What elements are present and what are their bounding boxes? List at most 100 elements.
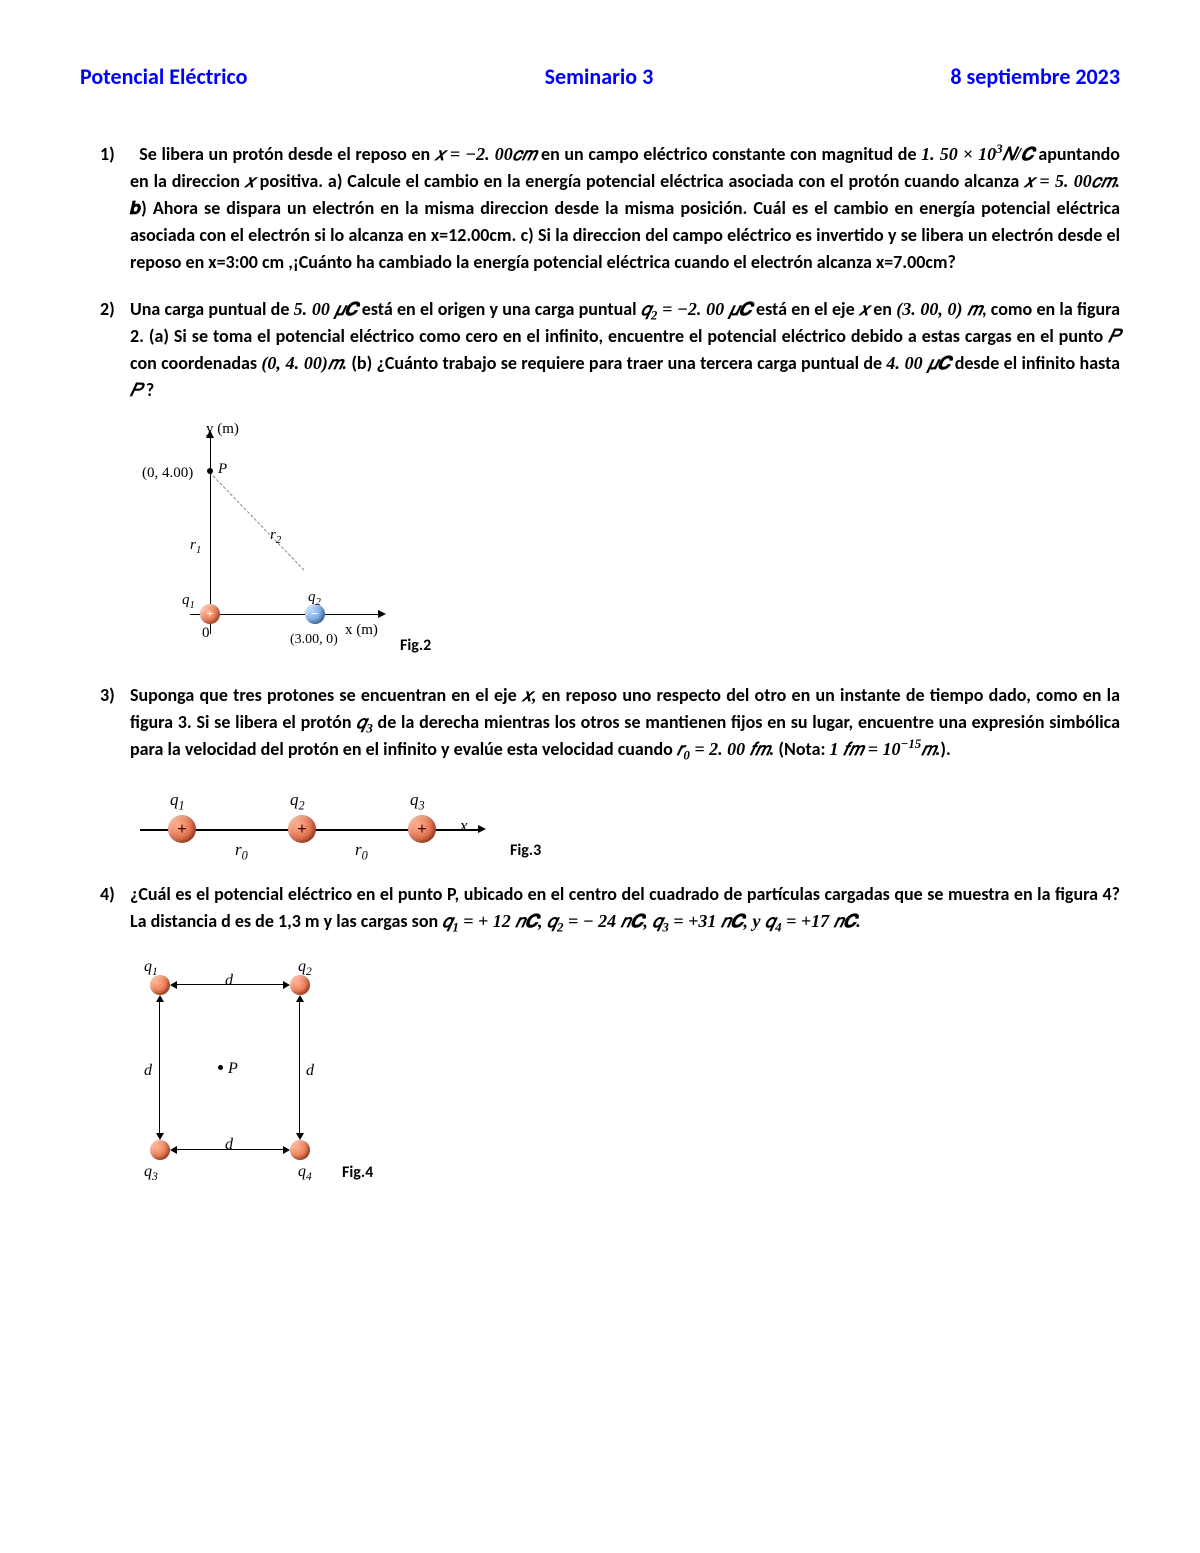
fig2-q1-sym: q bbox=[182, 592, 190, 608]
header-right: 8 septiembre 2023 bbox=[950, 60, 1120, 93]
p4-eq1: 𝑞1 = + 12 𝑛𝑪, 𝑞2 = − 24 𝑛𝑪, 𝑞3 = +31 𝑛𝑪,… bbox=[442, 911, 861, 931]
figure-4-caption: Fig.4 bbox=[342, 1161, 373, 1185]
problems-list: 1) Se libera un protón desde el reposo e… bbox=[80, 141, 1120, 1185]
problem-3-number: 3) bbox=[100, 682, 130, 709]
fig4-arrow-bl bbox=[170, 1146, 177, 1154]
p4-eq1c: = − 24 𝑛𝑪, 𝑞 bbox=[564, 911, 663, 931]
fig3-proton-3: + bbox=[408, 815, 436, 843]
fig2-r1-label: r1 bbox=[190, 534, 201, 557]
fig4-P-label: P bbox=[228, 1057, 238, 1081]
fig2-P-label: P bbox=[218, 458, 227, 481]
fig4-q1-label: q1 bbox=[144, 955, 158, 979]
fig2-q2-sym: q bbox=[308, 589, 316, 605]
fig3-q1-sym: q bbox=[170, 790, 179, 809]
fig4-q1-sub: 1 bbox=[152, 966, 158, 978]
fig4-q1-sym: q bbox=[144, 958, 152, 975]
fig2-r2-sub: 2 bbox=[276, 534, 281, 546]
p4-eq1e: = +17 𝑛𝑪. bbox=[782, 911, 861, 931]
figure-2-caption: Fig.2 bbox=[400, 634, 431, 658]
fig2-arrow-x bbox=[378, 610, 386, 618]
p1-eq2b: 𝑁/𝑪 bbox=[1003, 144, 1034, 164]
fig4-q2-sub: 2 bbox=[306, 966, 312, 978]
figure-3-caption: Fig.3 bbox=[510, 839, 541, 863]
problem-4: 4)¿Cuál es el potencial eléctrico en el … bbox=[130, 881, 1120, 935]
p4-eq1d: = +31 𝑛𝑪, y 𝑞 bbox=[669, 911, 775, 931]
fig2-origin: 0 bbox=[202, 622, 210, 645]
figure-3-diagram: + + + q1 q2 q3 r0 r0 x bbox=[130, 783, 490, 863]
p1-eq1: 𝑥 = −2. 00𝑐𝑚 bbox=[435, 144, 537, 164]
p1-t5: 𝒃) Ahora se dispara un electrón en la mi… bbox=[130, 197, 1120, 273]
fig3-r0b-sym: r bbox=[355, 840, 362, 859]
p2-t9: ? bbox=[142, 379, 154, 401]
page-header: Potencial Eléctrico Seminario 3 8 septie… bbox=[80, 60, 1120, 93]
p3-eq4b: 𝑚. bbox=[921, 739, 940, 759]
p3-eq4sup: −15 bbox=[900, 736, 921, 751]
fig4-arrow-br bbox=[283, 1146, 290, 1154]
fig4-d-top: d bbox=[225, 969, 233, 993]
fig3-q1-sub: 1 bbox=[179, 798, 185, 812]
fig4-arrow-rb bbox=[296, 1133, 304, 1140]
fig4-q4-sub: 4 bbox=[306, 1171, 312, 1183]
p2-eq1: 5. 00 𝜇𝑪 bbox=[294, 299, 358, 319]
fig2-charge-q1: + bbox=[200, 604, 220, 624]
fig3-arrow bbox=[478, 825, 486, 833]
p2-t2: está en el origen y una carga puntual bbox=[358, 298, 641, 320]
fig3-p3-sign: + bbox=[417, 816, 427, 842]
fig4-d-left: d bbox=[144, 1059, 152, 1083]
fig4-q3-label: q3 bbox=[144, 1160, 158, 1184]
fig4-arrow-tl bbox=[170, 981, 177, 989]
p3-t1: Suponga que tres protones se encuentran … bbox=[130, 684, 522, 706]
fig4-arrow-rt bbox=[296, 995, 304, 1002]
fig3-q2-sub: 2 bbox=[299, 798, 305, 812]
fig2-q1-label: q1 bbox=[182, 589, 195, 612]
fig4-point-p bbox=[218, 1065, 223, 1070]
p2-eq6: (0, 4. 00)𝑚. bbox=[261, 353, 347, 373]
figure-2-diagram: + − y (m) x (m) P (0, 4.00) r1 r2 q1 q2 … bbox=[130, 424, 390, 664]
p2-t4: en bbox=[869, 298, 896, 320]
header-left: Potencial Eléctrico bbox=[80, 60, 247, 93]
fig2-line-r1 bbox=[210, 472, 211, 614]
fig3-r0b-sub: 0 bbox=[362, 848, 368, 862]
p3-eq3: 𝑟0 = 2. 00 𝑓𝑚. bbox=[677, 739, 774, 759]
fig3-proton-1: + bbox=[168, 815, 196, 843]
fig3-p2-sign: + bbox=[297, 816, 307, 842]
p4-eq1b: = + 12 𝑛𝑪, 𝑞 bbox=[459, 911, 557, 931]
fig4-edge-left bbox=[159, 1000, 160, 1135]
p3-t5: ). bbox=[940, 738, 950, 760]
figure-4: P q1 q2 q3 q4 d d d d Fig.4 bbox=[130, 955, 1120, 1185]
p3-eq1: 𝑥, bbox=[522, 685, 537, 705]
problem-2: 2)Una carga puntual de 5. 00 𝜇𝑪 está en … bbox=[130, 296, 1120, 404]
p2-t7: (b) ¿Cuánto trabajo se requiere para tra… bbox=[347, 352, 886, 374]
fig2-line-r2 bbox=[209, 472, 305, 571]
fig3-q2-sym: q bbox=[290, 790, 299, 809]
figure-3: + + + q1 q2 q3 r0 r0 x Fig.3 bbox=[130, 783, 1120, 863]
p1-eq4: 𝑥 = 5. 00𝑐𝑚. bbox=[1024, 171, 1120, 191]
problem-2-number: 2) bbox=[100, 296, 130, 323]
p2-t3: está en el eje bbox=[752, 298, 859, 320]
fig2-P-coord: (0, 4.00) bbox=[142, 462, 193, 485]
fig3-r0b-label: r0 bbox=[355, 837, 368, 863]
fig3-r0a-sym: r bbox=[235, 840, 242, 859]
fig4-q4-label: q4 bbox=[298, 1160, 312, 1184]
p1-eq2a: 1. 50 × 10 bbox=[921, 144, 996, 164]
fig3-q3-sub: 3 bbox=[419, 798, 425, 812]
fig2-ylabel: y (m) bbox=[206, 418, 239, 441]
fig2-r1-sub: 1 bbox=[196, 544, 201, 556]
p2-eq2b: = −2. 00 𝜇𝑪 bbox=[657, 299, 751, 319]
p3-eq2: 𝑞3 bbox=[356, 712, 373, 732]
p1-eq3: 𝑥 bbox=[245, 171, 255, 191]
p2-eq2a: 𝑞 bbox=[641, 299, 651, 319]
p2-t6: con coordenadas bbox=[130, 352, 261, 374]
p3-eq3b: = 2. 00 𝑓𝑚. bbox=[690, 739, 774, 759]
p2-eq5: 𝑃 bbox=[1108, 326, 1120, 346]
fig2-point-p bbox=[207, 468, 213, 474]
fig3-r0a-label: r0 bbox=[235, 837, 248, 863]
fig3-q2-label: q2 bbox=[290, 787, 305, 813]
p2-t8: desde el infinito hasta bbox=[950, 352, 1120, 374]
fig3-q3-sym: q bbox=[410, 790, 419, 809]
problem-3: 3)Suponga que tres protones se encuentra… bbox=[130, 682, 1120, 763]
fig3-q3-label: q3 bbox=[410, 787, 425, 813]
fig4-q3-sub: 3 bbox=[152, 1171, 158, 1183]
fig4-arrow-lb bbox=[156, 1133, 164, 1140]
fig2-xcoord: (3.00, 0) bbox=[290, 629, 338, 650]
